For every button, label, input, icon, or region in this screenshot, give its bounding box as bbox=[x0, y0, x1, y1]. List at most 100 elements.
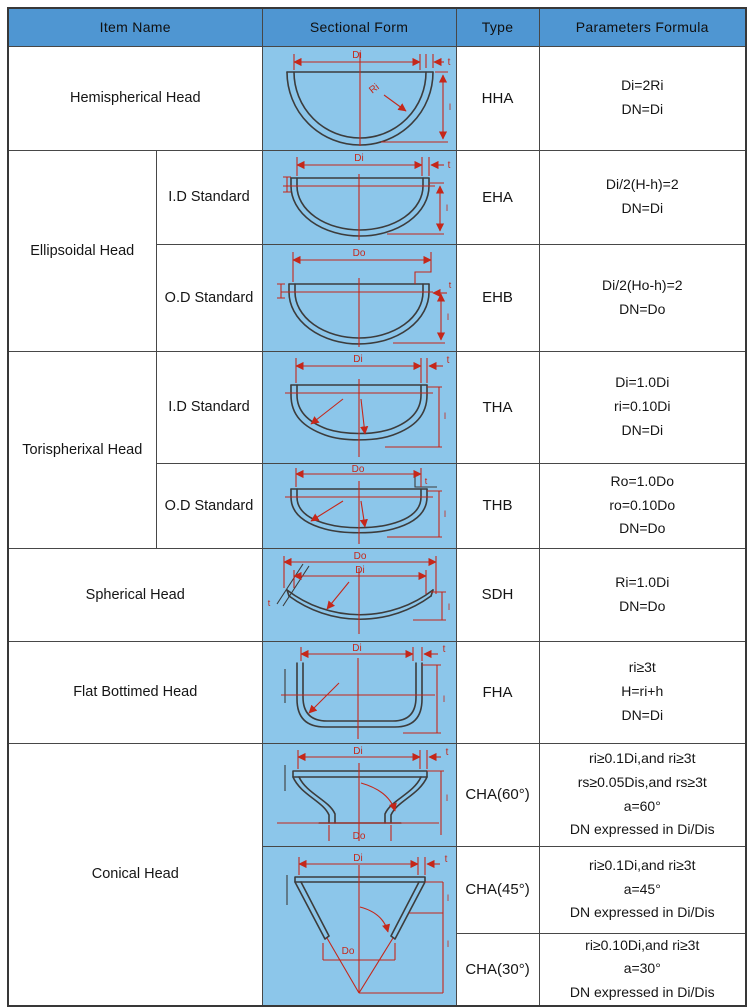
dimension-lines: Do t l bbox=[285, 465, 446, 544]
item-ellipsoidal-head: Ellipsoidal Head bbox=[7, 149, 157, 352]
formula-line: DN=Di bbox=[621, 706, 664, 723]
dim-label-l: l bbox=[446, 793, 448, 803]
formula-sdh: Ri=1.0Di DN=Do bbox=[538, 547, 747, 642]
formula-line: Di=2Ri bbox=[621, 77, 664, 94]
conical-45-30-diagram-cell: Di t Do l l bbox=[261, 845, 457, 1007]
formula-line: DN=Di bbox=[621, 200, 664, 216]
formula-line: Di/2(H-h)=2 bbox=[605, 176, 679, 193]
formula-line: Di/2(Ho-h)=2 bbox=[602, 276, 683, 293]
formula-cha45: ri≥0.1Di,and ri≥3t a=45° DN expressed in… bbox=[538, 845, 747, 934]
type-eha: EHA bbox=[455, 149, 540, 245]
formula-line: DN=Di bbox=[621, 101, 664, 117]
dim-label-ri: Ri bbox=[367, 82, 381, 96]
dim-label-di: Di bbox=[355, 565, 364, 576]
sub-item-id-standard: I.D Standard bbox=[155, 149, 263, 245]
head-outline bbox=[286, 874, 426, 940]
sub-item-od-standard: O.D Standard bbox=[155, 243, 263, 352]
spherical-diagram-cell: Do Di t l bbox=[261, 547, 457, 642]
dim-label-do: Do bbox=[354, 551, 367, 562]
col-header-item-name: Item Name bbox=[7, 7, 263, 47]
table-row: Di t Do l l CHA(45°) ri≥0.1Di,and ri≥3t … bbox=[8, 845, 747, 1007]
type-tha: THA bbox=[455, 350, 540, 464]
dim-label-di: Di bbox=[353, 354, 362, 365]
formula-line: a=45° bbox=[623, 880, 661, 897]
dim-label-l: l bbox=[447, 312, 449, 322]
formula-line: H=ri+h bbox=[621, 683, 664, 700]
ellipsoidal-id-head-diagram: Di t l bbox=[283, 153, 451, 240]
formula-line: DN=Do bbox=[619, 300, 666, 317]
type-sdh: SDH bbox=[455, 547, 540, 642]
type-ehb: EHB bbox=[455, 243, 540, 352]
formula-eha: Di/2(H-h)=2 DN=Di bbox=[538, 149, 747, 245]
type-cha45: CHA(45°) bbox=[455, 845, 540, 934]
item-flat-bottomed-head: Flat Bottimed Head bbox=[7, 640, 263, 744]
dim-label-do: Do bbox=[342, 946, 355, 957]
flat-bottomed-head-diagram: Di t l bbox=[281, 643, 446, 739]
formula-line: ri≥3t bbox=[628, 659, 656, 676]
dim-label-t: t bbox=[445, 854, 448, 865]
torispherical-id-diagram-cell: Di t l bbox=[261, 350, 457, 464]
dim-label-do: Do bbox=[352, 465, 365, 475]
dim-label-l: l bbox=[444, 411, 446, 421]
type-cha30: CHA(30°) bbox=[455, 932, 540, 1007]
dim-label-di: Di bbox=[354, 153, 363, 164]
item-conical-head: Conical Head bbox=[7, 742, 263, 1007]
head-outline bbox=[284, 765, 428, 824]
formula-thb: Ro=1.0Do ro=0.10Do DN=Do bbox=[538, 462, 747, 549]
spherical-head-diagram: Do Di t l bbox=[268, 551, 450, 634]
dim-label-l: l bbox=[447, 893, 449, 903]
formula-line: ri≥0.1Di,and ri≥3t bbox=[589, 749, 696, 766]
formula-line: DN=Do bbox=[619, 597, 666, 614]
head-outline bbox=[284, 662, 423, 728]
table-row: Spherical Head Do Di bbox=[7, 547, 747, 642]
head-outline bbox=[290, 477, 438, 534]
dim-label-t: t bbox=[425, 476, 428, 486]
dimension-lines: Di t Ri l bbox=[293, 50, 451, 146]
item-hemispherical-head: Hemispherical Head bbox=[7, 45, 263, 151]
dim-label-t: t bbox=[443, 644, 446, 655]
table-row: Conical Head Di t bbox=[7, 742, 747, 1007]
dimension-lines: Di t l bbox=[281, 643, 446, 739]
torispherical-od-head-diagram: Do t l bbox=[285, 465, 446, 544]
dimension-lines: Do t l bbox=[277, 248, 452, 347]
flat-bottomed-diagram-cell: Di t l bbox=[261, 640, 457, 744]
col-header-sectional-form: Sectional Form bbox=[261, 7, 457, 47]
table-row: Ellipsoidal Head I.D Standard Di t bbox=[7, 149, 747, 352]
formula-hha: Di=2Ri DN=Di bbox=[538, 45, 747, 151]
dim-label-t: t bbox=[448, 160, 451, 171]
formula-tha: Di=1.0Di ri=0.10Di DN=Di bbox=[538, 350, 747, 464]
formula-line: ri≥0.10Di,and ri≥3t bbox=[585, 936, 700, 953]
dim-label-l: l bbox=[443, 694, 445, 704]
sub-item-od-standard: O.D Standard bbox=[155, 462, 263, 549]
dim-label-di: Di bbox=[352, 50, 361, 61]
dim-label-l: l bbox=[446, 203, 448, 213]
dimension-lines: Di t l bbox=[285, 354, 450, 457]
conical-45-30-head-diagram: Di t Do l l bbox=[286, 853, 449, 994]
dim-label-di: Di bbox=[352, 643, 361, 654]
dimension-lines: Di t Do l bbox=[277, 746, 449, 842]
dim-label-t: t bbox=[446, 747, 449, 758]
item-torispherical-head: Torispherixal Head bbox=[7, 350, 157, 549]
formula-cha60: ri≥0.1Di,and ri≥3t rs≥0.05Dis,and rs≥3t … bbox=[538, 742, 747, 847]
conical-60-diagram-cell: Di t Do l bbox=[261, 742, 457, 847]
formula-line: rs≥0.05Dis,and rs≥3t bbox=[577, 773, 707, 790]
dim-label-di: Di bbox=[353, 746, 362, 757]
hemispherical-diagram-cell: Di t Ri l bbox=[261, 45, 457, 151]
type-thb: THB bbox=[455, 462, 540, 549]
dim-label-l: l bbox=[449, 102, 451, 112]
table-row: CHA(30°) ri≥0.10Di,and ri≥3t a=30° DN ex… bbox=[8, 932, 747, 1007]
ellipsoidal-od-head-diagram: Do t l bbox=[277, 248, 452, 347]
dim-label-t: t bbox=[448, 57, 451, 68]
torispherical-od-diagram-cell: Do t l bbox=[261, 462, 457, 549]
table-row: Torispherixal Head I.D Standard Di t bbox=[7, 350, 747, 549]
formula-line: Di=1.0Di bbox=[615, 374, 670, 391]
formula-line: Ri=1.0Di bbox=[615, 573, 670, 590]
col-header-type: Type bbox=[455, 7, 540, 47]
dim-label-t: t bbox=[447, 355, 450, 366]
type-fha: FHA bbox=[455, 640, 540, 744]
col-header-parameters-formula: Parameters Formula bbox=[538, 7, 747, 47]
formula-line: ro=0.10Do bbox=[609, 496, 676, 513]
formula-line: DN expressed in Di/Dis bbox=[569, 904, 715, 921]
table-row: O.D Standard Do t bbox=[8, 243, 747, 352]
